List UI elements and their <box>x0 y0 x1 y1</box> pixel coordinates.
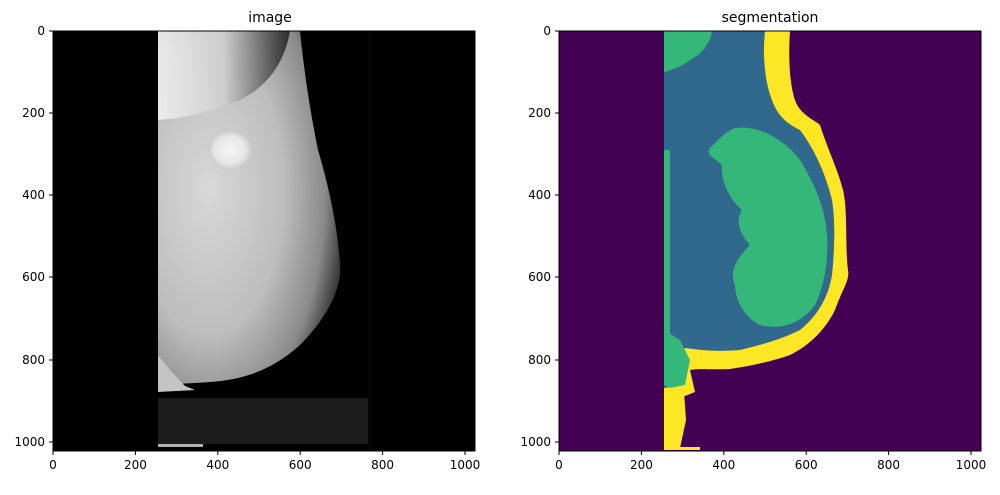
image-xtick: 1000 <box>450 458 481 472</box>
segmentation-ytick: 1000 <box>520 435 551 449</box>
segmentation-ytick: 600 <box>528 270 551 284</box>
image-xtick: 600 <box>289 458 312 472</box>
image-xtick: 200 <box>124 458 147 472</box>
segmentation-ytick: 400 <box>528 188 551 202</box>
segmentation-dense-region <box>664 150 670 350</box>
image-ytick: 200 <box>22 106 45 120</box>
segmentation-xtick: 0 <box>555 458 563 472</box>
image-ytick: 1000 <box>14 435 45 449</box>
segmentation-dense-region <box>708 127 828 327</box>
image-axes-frame <box>52 30 476 452</box>
image-y-axis: 0 200 400 600 800 1000 <box>14 24 53 449</box>
segmentation-map <box>559 31 981 451</box>
image-ytick: 600 <box>22 270 45 284</box>
segmentation-ytick: 0 <box>543 24 551 38</box>
image-x-axis: 0 200 400 600 800 1000 <box>49 451 480 472</box>
segmentation-ytick: 200 <box>528 106 551 120</box>
bright-mass <box>208 130 252 170</box>
segmentation-x-axis: 0 200 400 600 800 1000 <box>555 451 986 472</box>
segmentation-dense-region <box>664 31 712 72</box>
image-xtick: 0 <box>49 458 57 472</box>
segmentation-ytick: 800 <box>528 353 551 367</box>
segmentation-xtick: 1000 <box>956 458 987 472</box>
segmentation-axes-frame <box>558 30 982 452</box>
image-ytick: 800 <box>22 353 45 367</box>
image-panel: image 0 200 400 <box>14 10 480 472</box>
image-ytick: 0 <box>37 24 45 38</box>
segmentation-skin-region <box>664 392 686 448</box>
segmentation-dense-region <box>664 330 690 388</box>
segmentation-panel: segmentation 0 200 400 <box>520 10 986 472</box>
segmentation-skin-region <box>664 447 700 450</box>
segmentation-xtick: 400 <box>712 458 735 472</box>
image-panel-title: image <box>248 10 292 26</box>
segmentation-y-axis: 0 200 400 600 800 1000 <box>520 24 559 449</box>
segmentation-panel-title: segmentation <box>722 10 819 26</box>
segmentation-xtick: 200 <box>630 458 653 472</box>
mammogram-image <box>53 31 475 451</box>
segmentation-xtick: 800 <box>877 458 900 472</box>
image-ytick: 400 <box>22 188 45 202</box>
segmentation-xtick: 600 <box>795 458 818 472</box>
image-xtick: 400 <box>206 458 229 472</box>
image-xtick: 800 <box>371 458 394 472</box>
